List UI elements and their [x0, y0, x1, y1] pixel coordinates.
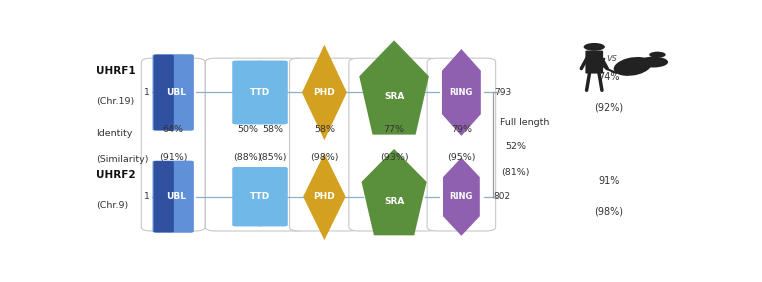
Text: (93%): (93%) [379, 153, 408, 162]
Polygon shape [303, 153, 346, 240]
Polygon shape [443, 158, 480, 236]
FancyBboxPatch shape [206, 58, 306, 231]
FancyBboxPatch shape [232, 167, 263, 226]
Text: (92%): (92%) [594, 103, 623, 113]
Text: UHRF1: UHRF1 [97, 66, 136, 76]
Text: PHD: PHD [313, 192, 335, 201]
Text: 1: 1 [145, 192, 150, 201]
Text: TTD: TTD [250, 192, 271, 201]
FancyBboxPatch shape [427, 58, 495, 231]
Text: (Similarity): (Similarity) [97, 155, 149, 164]
Text: 58%: 58% [314, 125, 335, 134]
Text: (85%): (85%) [258, 153, 287, 162]
Text: 58%: 58% [262, 125, 283, 134]
Polygon shape [361, 149, 427, 235]
Text: 74%: 74% [598, 72, 620, 82]
Circle shape [584, 43, 605, 51]
Polygon shape [359, 40, 429, 135]
Text: TTD: TTD [250, 88, 271, 97]
Text: 64%: 64% [163, 125, 184, 134]
Text: (98%): (98%) [310, 153, 338, 162]
FancyBboxPatch shape [141, 58, 205, 231]
Text: RING: RING [450, 192, 473, 201]
Text: Identity: Identity [97, 129, 133, 138]
Text: 91%: 91% [598, 177, 620, 186]
Ellipse shape [613, 57, 652, 76]
Text: 1: 1 [145, 88, 150, 97]
Text: 52%: 52% [505, 142, 526, 151]
Polygon shape [302, 45, 347, 140]
Text: UBL: UBL [166, 192, 186, 201]
FancyBboxPatch shape [154, 55, 174, 130]
Text: 802: 802 [494, 192, 511, 201]
Text: 50%: 50% [237, 125, 258, 134]
Text: 79%: 79% [451, 125, 472, 134]
Text: (Chr.9): (Chr.9) [97, 201, 129, 210]
Text: (81%): (81%) [501, 168, 530, 177]
Text: (98%): (98%) [594, 207, 623, 217]
Text: SRA: SRA [384, 197, 405, 206]
Text: Full length: Full length [501, 118, 549, 127]
FancyBboxPatch shape [290, 58, 359, 231]
Text: (88%): (88%) [233, 153, 262, 162]
Text: PHD: PHD [313, 88, 335, 97]
Text: UBL: UBL [166, 88, 186, 97]
Text: vs: vs [607, 53, 617, 63]
Circle shape [649, 52, 666, 58]
Text: (Chr.19): (Chr.19) [97, 97, 135, 106]
Circle shape [639, 57, 668, 67]
FancyBboxPatch shape [349, 58, 438, 231]
FancyBboxPatch shape [152, 54, 194, 131]
Text: 793: 793 [494, 88, 511, 97]
Text: 77%: 77% [383, 125, 405, 134]
FancyBboxPatch shape [257, 167, 288, 226]
FancyBboxPatch shape [257, 61, 288, 124]
Text: (91%): (91%) [159, 153, 187, 162]
Text: RING: RING [450, 88, 473, 97]
FancyBboxPatch shape [152, 161, 194, 233]
FancyBboxPatch shape [154, 161, 174, 232]
Text: SRA: SRA [384, 92, 405, 101]
FancyBboxPatch shape [585, 50, 604, 74]
Text: (95%): (95%) [447, 153, 475, 162]
Text: UHRF2: UHRF2 [97, 170, 136, 180]
Polygon shape [442, 49, 481, 136]
FancyBboxPatch shape [232, 61, 263, 124]
